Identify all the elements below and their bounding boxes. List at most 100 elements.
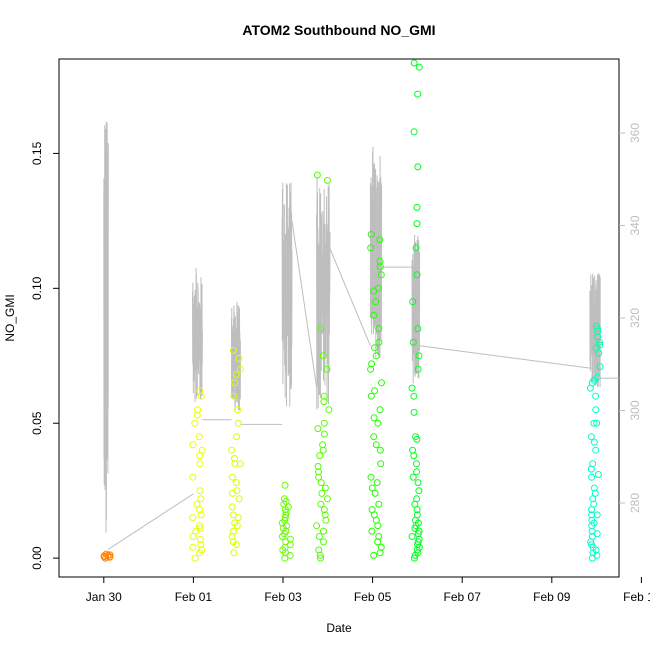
data-point <box>410 59 418 67</box>
data-point <box>376 549 384 557</box>
data-point <box>589 495 597 503</box>
data-point <box>197 495 205 503</box>
data-point <box>324 495 331 503</box>
y2-tick-label: 360 <box>628 123 642 143</box>
data-point <box>374 419 382 427</box>
data-point <box>281 554 289 562</box>
data-point <box>367 473 375 481</box>
data-point <box>413 468 421 476</box>
chart-title: ATOM2 Southbound NO_GMI <box>242 22 435 38</box>
data-point <box>231 379 239 387</box>
data-point <box>590 419 598 427</box>
y-axis-label: NO_GMI <box>3 294 17 341</box>
data-point <box>196 524 204 532</box>
y-tick-label: 0.10 <box>30 276 44 300</box>
data-point <box>315 468 322 476</box>
data-point <box>231 460 239 468</box>
data-point <box>278 519 286 527</box>
data-point <box>232 479 240 487</box>
data-point <box>234 419 242 427</box>
data-point <box>373 479 381 487</box>
data-point <box>375 338 383 346</box>
data-point <box>236 460 244 468</box>
data-point <box>231 454 238 462</box>
data-point <box>189 514 197 522</box>
data-point <box>313 171 321 179</box>
x-tick-label: Feb 03 <box>264 590 302 604</box>
y2-tick-label: 280 <box>628 493 642 513</box>
data-point <box>318 489 326 497</box>
data-point <box>193 411 201 419</box>
data-point <box>413 460 420 468</box>
data-point <box>317 479 325 487</box>
data-point <box>410 128 418 136</box>
data-point <box>191 554 199 562</box>
data-point <box>317 325 325 333</box>
data-point <box>588 473 596 481</box>
data-point <box>374 538 382 546</box>
data-point <box>370 287 378 295</box>
data-point <box>409 338 417 346</box>
data-point <box>587 465 595 473</box>
data-point <box>196 487 204 495</box>
data-point <box>321 484 329 492</box>
data-point <box>413 220 421 228</box>
y2-tick-label: 320 <box>628 308 642 328</box>
data-point <box>411 524 419 532</box>
data-point <box>414 325 422 333</box>
data-point <box>370 311 378 319</box>
secondary-trace-layer <box>103 121 619 550</box>
data-point <box>321 511 329 519</box>
y-tick-label: 0.15 <box>30 141 44 165</box>
data-point <box>316 551 324 559</box>
data-point <box>322 516 330 524</box>
data-point <box>375 325 383 333</box>
data-point <box>189 441 197 449</box>
trace-segment <box>419 345 596 370</box>
data-point <box>233 487 241 495</box>
trace-segment <box>108 493 194 550</box>
data-point <box>196 522 203 530</box>
data-point <box>377 460 385 468</box>
data-point <box>414 163 422 171</box>
data-point <box>282 511 290 519</box>
trace-segment <box>281 182 293 407</box>
data-point <box>320 392 328 400</box>
data-point <box>594 333 602 341</box>
data-point <box>317 500 325 508</box>
data-point <box>320 538 327 546</box>
data-point <box>100 553 108 561</box>
data-point <box>590 438 598 446</box>
data-point <box>590 484 598 492</box>
data-point <box>317 554 324 562</box>
x-tick-label: Feb 01 <box>175 590 213 604</box>
data-point <box>235 355 243 362</box>
data-point <box>372 298 380 306</box>
data-point <box>413 271 421 279</box>
data-point <box>378 379 385 387</box>
data-point <box>198 546 206 554</box>
data-point <box>320 398 328 406</box>
x-tick-label: Feb 07 <box>444 590 482 604</box>
data-point <box>377 271 385 279</box>
data-point <box>196 460 204 468</box>
data-point <box>282 508 290 516</box>
trace-segment <box>369 146 383 358</box>
trace-segment <box>316 176 331 410</box>
data-point <box>413 203 421 211</box>
data-point <box>592 446 600 454</box>
data-point <box>368 360 376 368</box>
data-point <box>230 392 238 400</box>
data-point <box>286 535 294 543</box>
data-point <box>408 384 416 392</box>
data-point <box>414 530 422 538</box>
data-point <box>281 481 289 489</box>
y-tick-label: 0.00 <box>30 546 44 570</box>
data-point <box>410 408 418 416</box>
data-point <box>191 419 199 427</box>
data-point <box>371 387 379 395</box>
data-point <box>315 473 323 481</box>
data-point <box>593 551 601 559</box>
data-point <box>228 473 236 481</box>
data-point <box>367 244 375 252</box>
